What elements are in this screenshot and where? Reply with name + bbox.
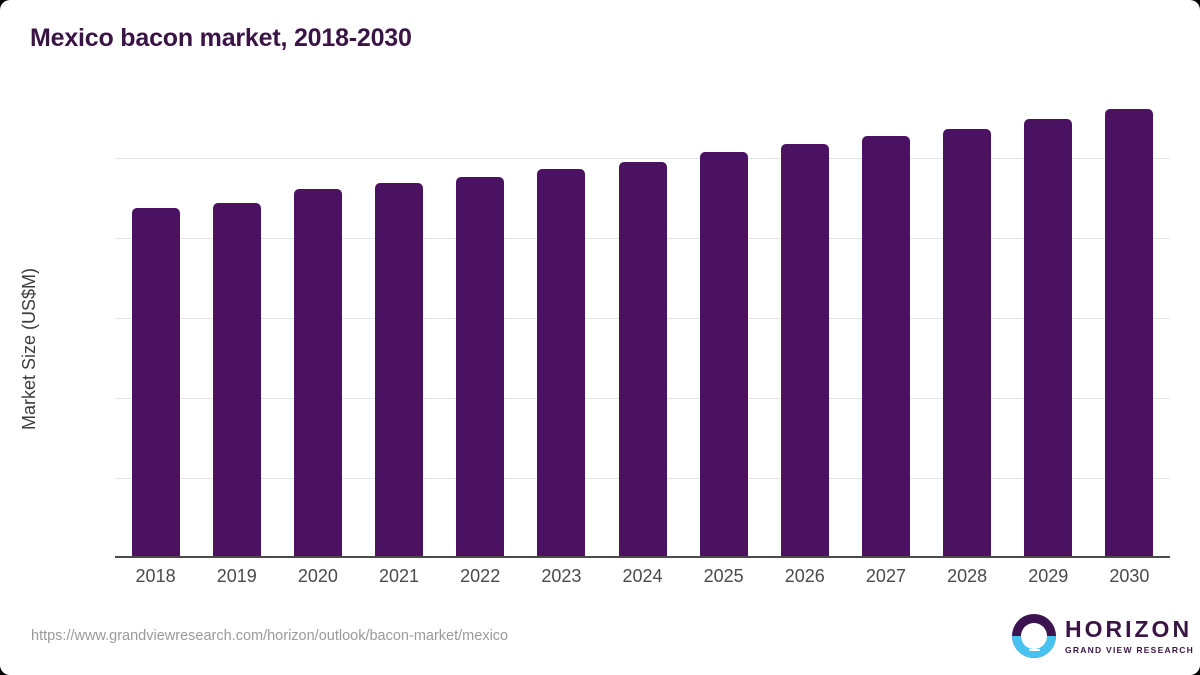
gridline <box>115 158 1170 159</box>
x-tick-label: 2018 <box>135 566 176 586</box>
bar[interactable] <box>131 207 180 557</box>
x-tick-label: 2023 <box>541 566 582 586</box>
x-axis-line <box>115 556 1170 558</box>
logo-tagline: GRAND VIEW RESEARCH <box>1065 644 1195 655</box>
bar[interactable] <box>456 177 505 557</box>
logo-line-1 <box>1024 638 1044 641</box>
y-axis-label-container: Market Size (US$M) <box>19 100 58 560</box>
logo-line-3 <box>1028 648 1040 651</box>
x-tick-label: 2027 <box>865 566 906 586</box>
x-tick-label: 2019 <box>216 566 257 586</box>
x-tick-label: 2020 <box>297 566 338 586</box>
x-tick-label: 2025 <box>703 566 744 586</box>
plot-area: 02004006008001000 2018201920202021202220… <box>115 100 1170 586</box>
bar[interactable] <box>943 129 992 557</box>
horizon-sunrise-circle-icon <box>1012 614 1056 658</box>
x-tick-label: 2022 <box>460 566 501 586</box>
bar[interactable] <box>1024 119 1073 557</box>
x-tick-label: 2021 <box>379 566 420 586</box>
bar[interactable] <box>618 161 667 557</box>
y-axis-label: Market Size (US$M) <box>19 267 39 430</box>
chart-title: Mexico bacon market, 2018-2030 <box>30 24 412 52</box>
source-url[interactable]: https://www.grandviewresearch.com/horizo… <box>31 628 509 644</box>
logo-wordmark: HORIZON <box>1065 615 1193 642</box>
bar[interactable] <box>212 203 261 557</box>
bar[interactable] <box>861 136 910 557</box>
bar[interactable] <box>1105 109 1154 557</box>
logo-text: HORIZON GRAND VIEW RESEARCH <box>1065 615 1195 655</box>
bar[interactable] <box>699 152 748 557</box>
x-tick-label: 2029 <box>1028 566 1069 586</box>
bar[interactable] <box>537 169 586 557</box>
bar[interactable] <box>780 144 829 557</box>
bar[interactable] <box>375 183 424 557</box>
bar[interactable] <box>293 189 342 557</box>
x-tick-label: 2024 <box>622 566 663 586</box>
x-tick-label: 2028 <box>947 566 988 586</box>
logo-line-2 <box>1026 643 1042 646</box>
x-tick-label: 2030 <box>1109 566 1150 586</box>
x-tick-label: 2026 <box>784 566 825 586</box>
horizon-logo[interactable]: HORIZON GRAND VIEW RESEARCH <box>1012 612 1194 660</box>
